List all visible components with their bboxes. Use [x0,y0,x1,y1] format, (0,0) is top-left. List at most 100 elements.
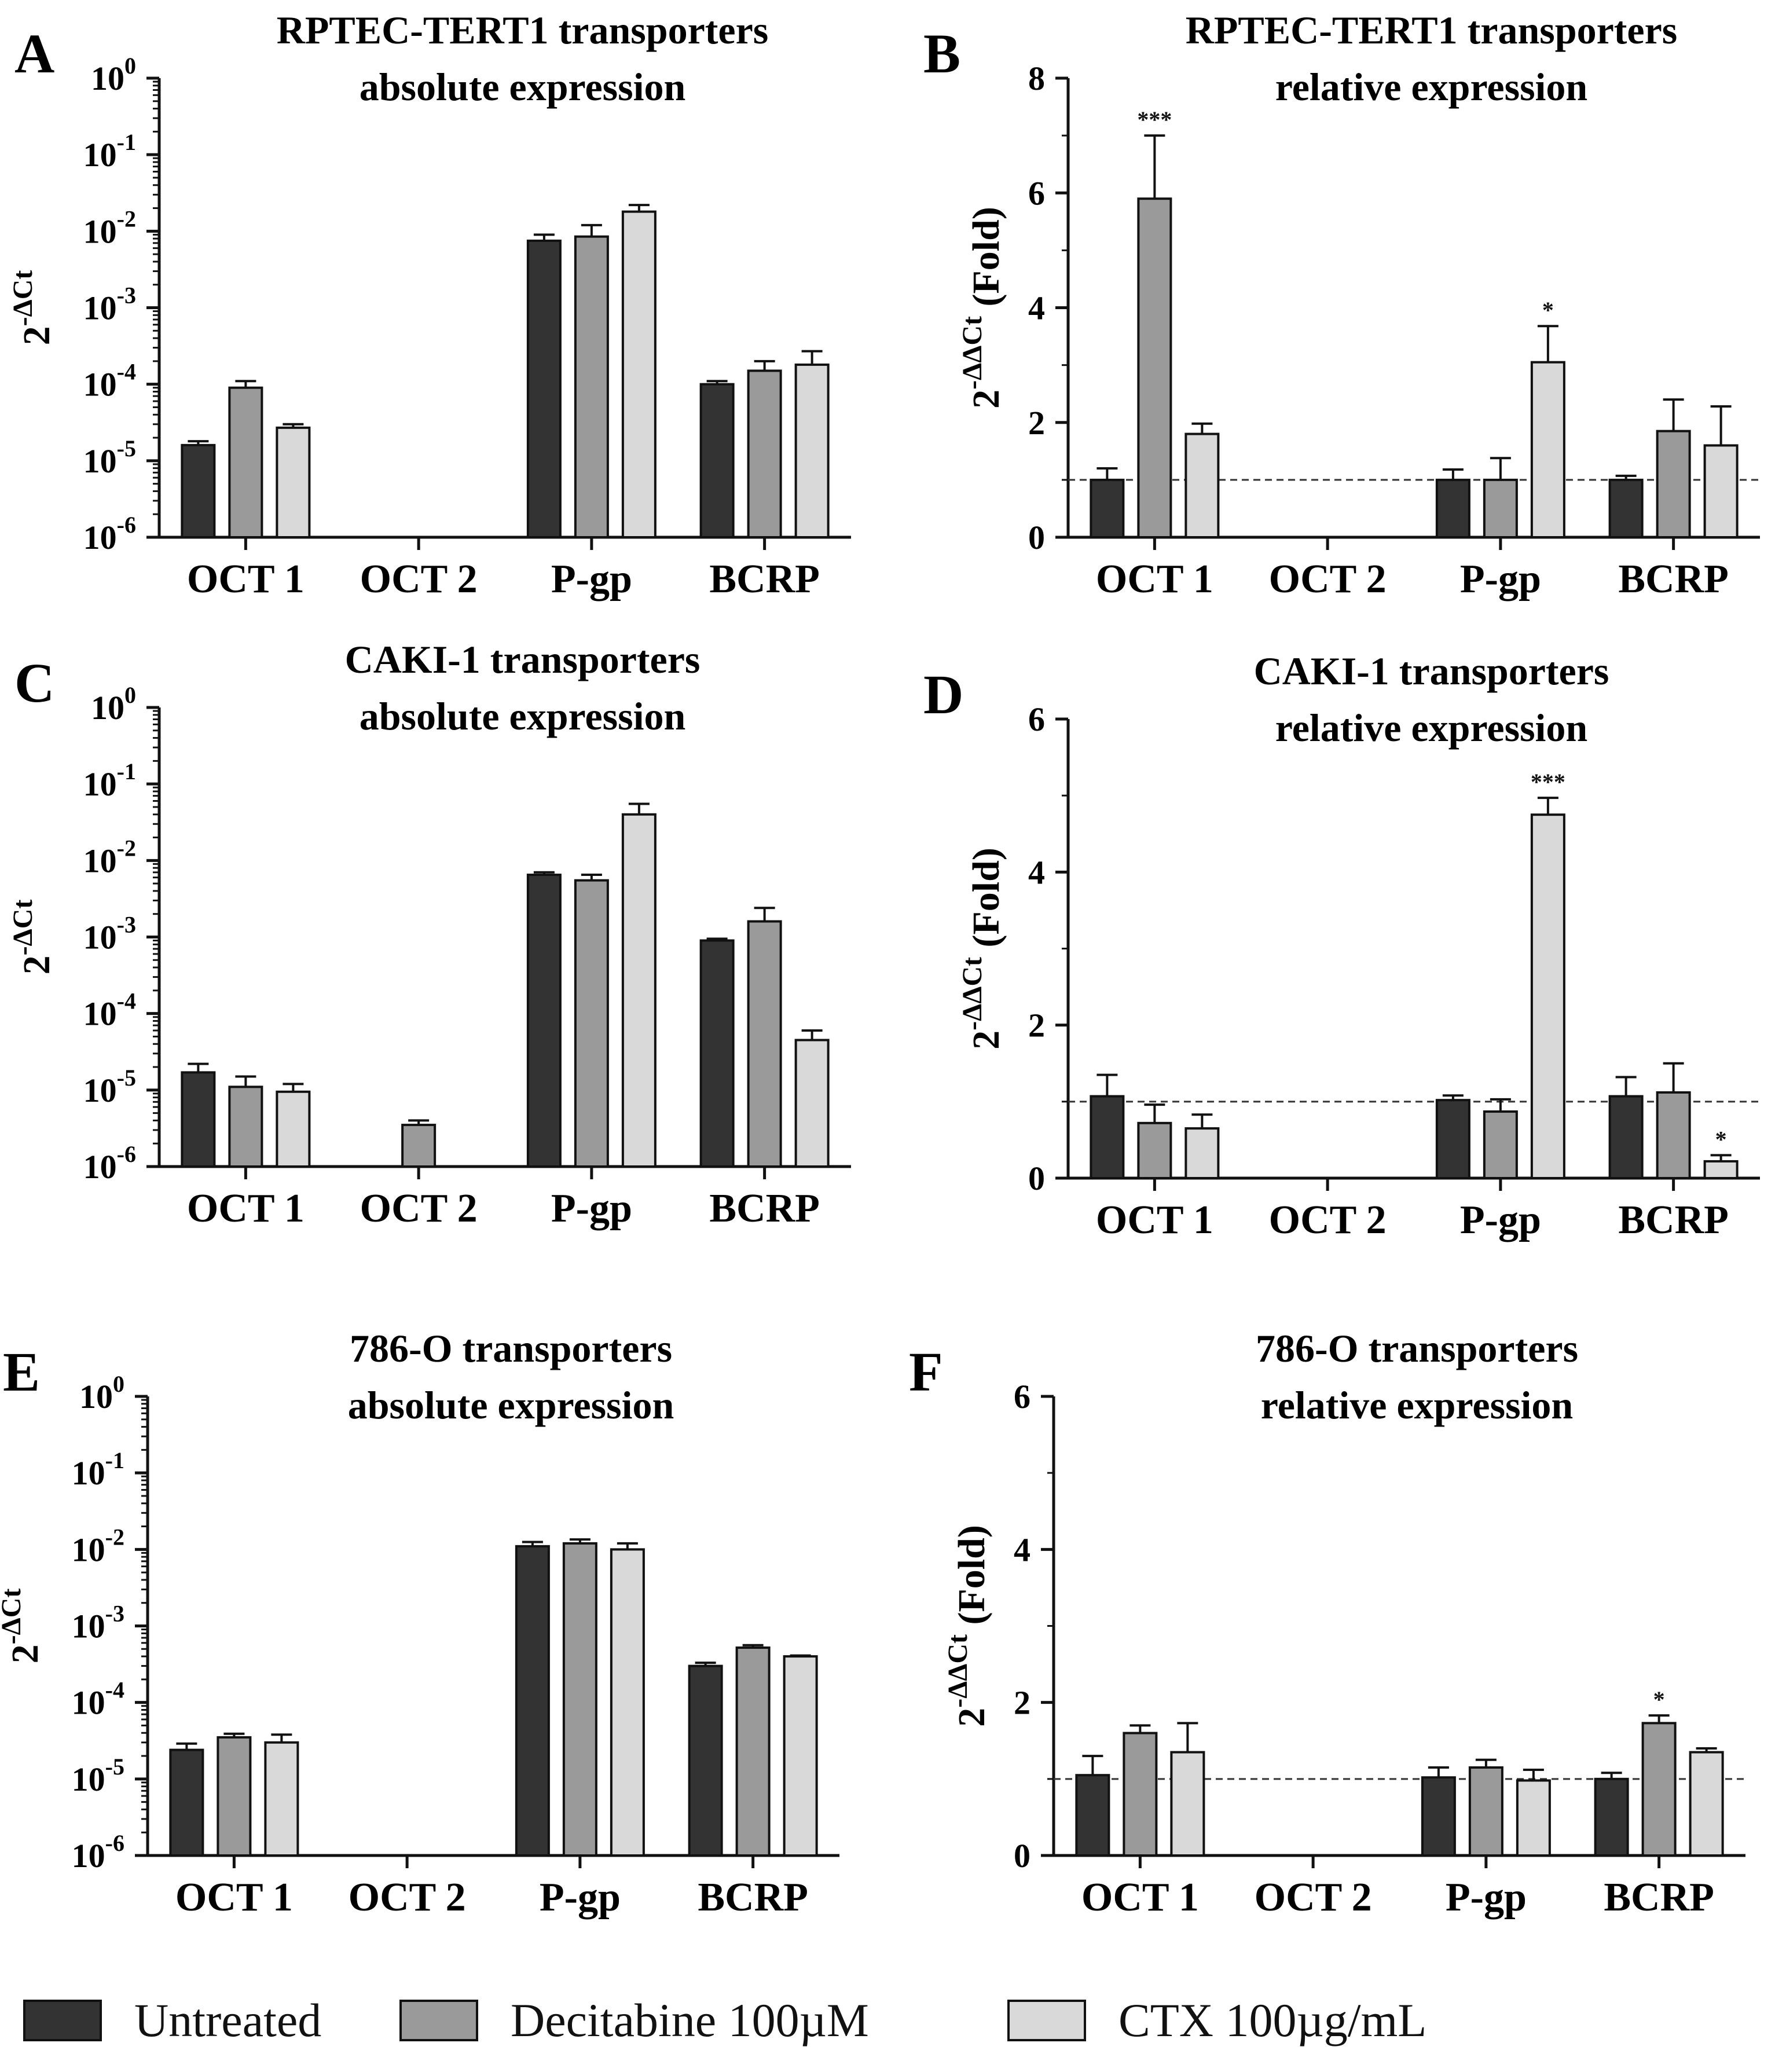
bar-untreated-p-gp [526,239,562,538]
y-tick-label: 10-6 [72,1830,124,1875]
bar-ctx-100-g-ml-bcrp [794,363,830,538]
chart-title-line-1: 786-O transporters [1256,1326,1578,1370]
legend-label-decitabine: Decitabine 100µM [511,1994,869,2047]
y-axis-label: 2-ΔΔCt (Fold) [942,1525,993,1727]
bar-untreated-p-gp [1435,478,1470,538]
bar-ctx-100-g-ml-oct-1 [264,1741,299,1857]
bar-untreated-p-gp [526,874,562,1168]
y-axis-label: 2-ΔΔCt (Fold) [957,207,1007,409]
y-tick-label: 10-2 [83,835,136,879]
legend-label-untreated: Untreated [134,1994,322,2047]
significance-marker: * [1715,1126,1727,1152]
x-tick-label-bcrp: BCRP [1618,1198,1729,1242]
x-tick-label-bcrp: BCRP [709,1186,820,1231]
legend-item-ctx: CTX 100µg/mL [1007,1980,1426,2061]
bar-ctx-100-g-ml-p-gp [1530,813,1565,1180]
x-tick-label-oct-1: OCT 1 [1081,1875,1199,1920]
x-tick-label-oct-1: OCT 1 [187,1186,305,1231]
bar-ctx-100-g-ml-bcrp [794,1039,830,1168]
bar-decitabine-100-m-bcrp [735,1646,771,1857]
y-tick-label: 10-2 [72,1524,124,1568]
y-tick-label: 10-5 [83,1065,136,1109]
bar-ctx-100-g-ml-p-gp [621,813,657,1168]
legend-swatch-decitabine [399,2000,478,2041]
y-tick-label: 10-5 [83,435,136,480]
significance-marker: * [1653,1686,1665,1712]
x-tick-label-bcrp: BCRP [1618,557,1729,602]
bar-ctx-100-g-ml-p-gp [1530,361,1565,538]
bar-untreated-p-gp [1435,1099,1470,1179]
y-tick-label: 6 [1028,174,1045,212]
panel-letter-d: D [923,663,963,725]
bar-ctx-100-g-ml-p-gp [621,210,657,539]
bar-untreated-oct-1 [1090,478,1125,538]
chart-title-line-1: CAKI-1 transporters [345,637,701,681]
y-tick-label: 10-6 [83,1141,136,1186]
significance-marker: *** [1137,107,1172,133]
bar-untreated-oct-1 [181,1071,216,1168]
chart-panel-e: E 786-O transporters absolute expression 10… [0,1326,839,1920]
chart-title-line-1: RPTEC-TERT1 transporters [277,8,768,52]
chart-title-line-2: absolute expression [360,694,686,738]
y-tick-label: 10-3 [83,912,136,956]
x-tick-label-p-gp: P-gp [1446,1875,1527,1920]
x-tick-label-p-gp: P-gp [1460,557,1541,602]
y-tick-label: 4 [1028,289,1045,327]
bar-ctx-100-g-ml-p-gp [1516,1779,1551,1857]
x-tick-label-oct-1: OCT 1 [1096,557,1213,602]
panel-letter-a: A [14,23,54,85]
significance-marker: * [1542,297,1554,323]
y-tick-label: 10-2 [83,206,136,250]
y-tick-label: 10-3 [83,283,136,327]
x-tick-label-oct-2: OCT 2 [349,1875,466,1920]
chart-panel-b: B RPTEC-TERT1 transporters relative expres… [923,8,1760,602]
y-tick-label: 10-1 [72,1447,124,1492]
y-tick-label: 100 [79,1371,124,1415]
y-tick-label: 0 [1014,1837,1030,1875]
chart-title-line-2: relative expression [1275,65,1588,109]
bar-ctx-100-g-ml-oct-1 [1184,1127,1220,1180]
bar-untreated-oct-1 [1090,1095,1125,1179]
y-axis-label: 2-ΔΔCt (Fold) [957,848,1007,1050]
panel-letter-c: C [14,652,54,714]
y-tick-label: 10-1 [83,758,136,803]
legend: Untreated Decitabine 100µM CTX 100µg/mL [0,1980,1775,2061]
bar-untreated-oct-1 [1075,1774,1110,1857]
y-tick-label: 4 [1028,853,1045,891]
x-tick-label-oct-2: OCT 2 [360,1186,478,1231]
y-tick-label: 6 [1014,1378,1030,1415]
bar-ctx-100-g-ml-p-gp [610,1548,645,1857]
y-tick-label: 10-4 [83,359,136,404]
legend-item-decitabine: Decitabine 100µM [399,1980,869,2061]
bar-untreated-bcrp [699,383,735,539]
y-tick-label: 100 [91,682,136,727]
bar-ctx-100-g-ml-bcrp [1703,1160,1739,1180]
bar-untreated-bcrp [1608,478,1644,538]
legend-swatch-untreated [23,2000,102,2041]
chart-panel-f: F 786-O transporters relative expression 0 2… [909,1326,1745,1920]
x-tick-label-oct-2: OCT 2 [1255,1875,1372,1920]
y-tick-label: 10-6 [83,512,136,556]
bar-decitabine-100-m-bcrp [747,920,782,1168]
chart-title-line-2: absolute expression [360,65,686,109]
bar-ctx-100-g-ml-oct-1 [276,1090,311,1168]
y-tick-label: 2 [1014,1684,1030,1722]
y-tick-label: 6 [1028,701,1045,738]
y-tick-label: 4 [1014,1531,1030,1568]
y-axis-label: 2-ΔCt [8,270,58,346]
chart-title-line-1: CAKI-1 transporters [1254,649,1609,693]
bar-untreated-oct-1 [169,1748,204,1857]
panel-letter-e: E [3,1341,40,1403]
chart-title-line-1: 786-O transporters [350,1326,672,1370]
y-tick-label: 8 [1028,60,1045,97]
y-tick-label: 10-3 [72,1601,124,1645]
bar-ctx-100-g-ml-bcrp [783,1655,818,1857]
bar-decitabine-100-m-bcrp [1641,1722,1677,1857]
x-tick-label-p-gp: P-gp [540,1875,621,1920]
bar-decitabine-100-m-p-gp [574,235,609,538]
chart-panel-c: C CAKI-1 transporters absolute expression 1… [8,637,851,1231]
x-tick-label-bcrp: BCRP [698,1875,808,1920]
bar-ctx-100-g-ml-oct-1 [276,426,311,538]
bar-decitabine-100-m-p-gp [574,879,609,1168]
